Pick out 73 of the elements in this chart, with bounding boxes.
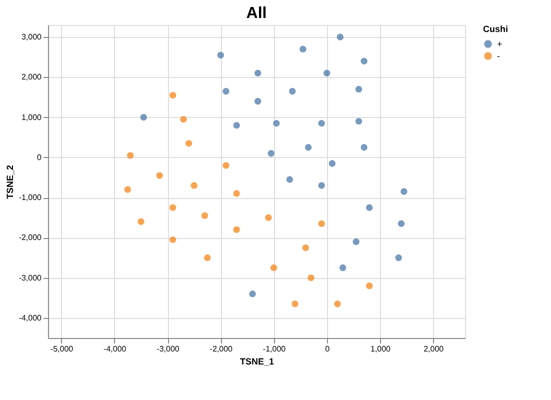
point — [126, 152, 134, 159]
x-tick-label: -2,000 — [210, 344, 234, 354]
point — [169, 92, 176, 99]
point — [185, 140, 192, 147]
x-tick-label: -5,000 — [50, 344, 74, 354]
point — [398, 220, 405, 227]
point — [273, 120, 280, 127]
x-tick-label: -4,000 — [104, 344, 127, 354]
point — [270, 264, 278, 272]
point — [366, 204, 373, 211]
point — [222, 162, 230, 169]
legend-label: - — [497, 51, 500, 61]
point — [336, 34, 344, 40]
point — [395, 254, 402, 262]
point — [352, 238, 360, 246]
point — [289, 88, 296, 95]
x-tick-label: -3,000 — [156, 344, 180, 354]
x-axis-title: TSNE_1 — [240, 356, 274, 366]
point — [140, 114, 147, 121]
x-tick-label: -1,000 — [262, 344, 286, 354]
point — [360, 144, 368, 151]
point — [300, 46, 306, 52]
point — [355, 86, 362, 93]
chart-title: All — [246, 5, 267, 22]
y-tick-label: 1,000 — [21, 112, 42, 122]
y-tick-label: 3,000 — [21, 32, 42, 42]
point — [217, 52, 224, 58]
point — [304, 144, 312, 151]
y-tick-label: -4,000 — [18, 313, 42, 322]
point — [302, 244, 309, 252]
y-axis-title: TSNE_2 — [4, 164, 15, 200]
point — [265, 214, 272, 221]
point — [318, 120, 325, 127]
point — [292, 300, 298, 308]
point — [286, 176, 294, 183]
x-tick-label: 2,000 — [424, 344, 444, 354]
point — [233, 122, 240, 129]
legend-title: Cushi — [483, 24, 508, 34]
point — [204, 254, 211, 262]
point — [334, 300, 341, 308]
point — [324, 70, 330, 76]
point — [190, 182, 198, 189]
y-tick-label: 0 — [37, 152, 42, 162]
point — [328, 160, 336, 167]
point — [138, 218, 144, 225]
point — [169, 236, 176, 244]
y-tick-label: -2,000 — [18, 233, 42, 242]
y-tick-label: -1,000 — [18, 193, 42, 202]
point — [355, 118, 362, 125]
legend-label: + — [497, 39, 502, 49]
point — [169, 204, 176, 211]
y-tick-label: 2,000 — [21, 72, 42, 82]
point — [254, 98, 262, 105]
point — [339, 264, 346, 272]
point — [222, 88, 230, 95]
point — [308, 274, 314, 282]
point — [124, 186, 132, 193]
point — [318, 182, 325, 189]
point — [233, 190, 240, 197]
point — [366, 282, 373, 290]
point — [400, 188, 408, 195]
point — [318, 220, 325, 227]
point — [180, 116, 187, 123]
point — [249, 290, 256, 298]
x-tick-label: 0 — [325, 344, 330, 354]
point — [254, 70, 262, 76]
x-tick-label: 1,000 — [370, 344, 392, 354]
y-tick-label: -3,000 — [18, 273, 42, 282]
point — [268, 150, 274, 157]
point — [233, 226, 240, 233]
point — [156, 172, 163, 179]
point — [360, 58, 368, 64]
point — [201, 212, 208, 219]
